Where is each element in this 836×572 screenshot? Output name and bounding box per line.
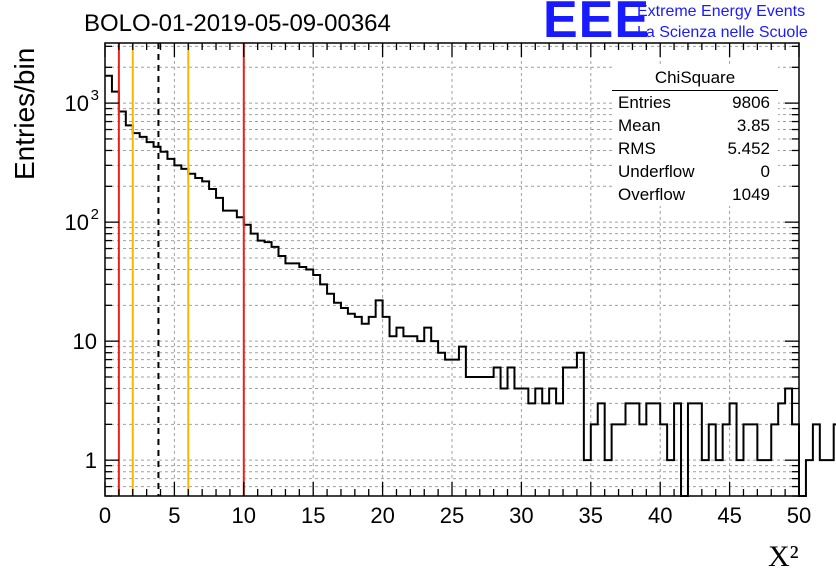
y-tick-label-exponent: 2	[91, 206, 99, 223]
histogram	[105, 74, 836, 497]
stats-value: 5.452	[727, 139, 770, 158]
stats-row-rms: RMS 5.452	[612, 137, 778, 160]
stats-value: 3.85	[736, 116, 770, 135]
x-tick-label: 10	[232, 503, 256, 528]
tick-marks	[104, 43, 800, 497]
y-tick-label: 1	[85, 448, 97, 473]
eee-logo: EEE Extreme Energy Events La Scienza nel…	[543, 0, 833, 48]
logo-subtitle-1: Extreme Energy Events	[637, 3, 806, 20]
stats-label: Mean	[618, 116, 661, 135]
y-tick-label: 10	[65, 210, 89, 235]
reference-lines	[117, 43, 245, 496]
stats-label: RMS	[618, 139, 656, 158]
run-title: BOLO-01-2019-05-09-00364	[84, 10, 391, 37]
stats-label: Overflow	[618, 185, 686, 204]
x-axis-label: X²	[768, 540, 799, 572]
stats-value: 9806	[732, 93, 770, 112]
stats-box: ChiSquare Entries 9806 Mean 3.85 RMS 5.4…	[612, 66, 778, 206]
y-tick-label: 10	[73, 329, 97, 354]
x-tick-label: 45	[717, 503, 741, 528]
x-tick-label: 30	[509, 503, 533, 528]
y-tick-label-exponent: 3	[91, 87, 99, 104]
stats-row-underflow: Underflow 0	[612, 160, 778, 183]
x-tick-label: 40	[648, 503, 672, 528]
histogram-outline	[105, 74, 836, 497]
y-tick-label: 10	[65, 91, 89, 116]
stats-label: Underflow	[618, 162, 695, 181]
x-tick-label: 5	[168, 503, 180, 528]
stats-row-mean: Mean 3.85	[612, 114, 778, 137]
stats-row-entries: Entries 9806	[612, 91, 778, 114]
stats-label: Entries	[618, 93, 671, 112]
stats-row-overflow: Overflow 1049	[612, 183, 778, 206]
stats-title: ChiSquare	[612, 66, 778, 91]
stats-value: 1049	[732, 185, 770, 204]
x-tick-label: 25	[440, 503, 464, 528]
y-axis-label: Entries/bin	[9, 48, 40, 180]
logo-subtitle-2: La Scienza nelle Scuole	[637, 24, 808, 41]
x-tick-label: 20	[370, 503, 394, 528]
eee-logo-mark: EEE	[543, 0, 651, 49]
x-tick-label: 15	[301, 503, 325, 528]
x-tick-label: 0	[99, 503, 111, 528]
x-tick-label: 50	[787, 503, 811, 528]
stats-value: 0	[760, 162, 770, 181]
x-tick-label: 35	[579, 503, 603, 528]
